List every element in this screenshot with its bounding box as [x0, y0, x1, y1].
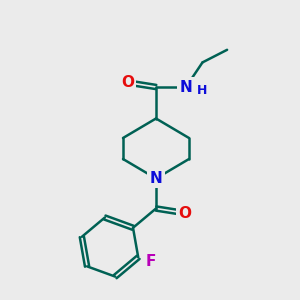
- Text: F: F: [146, 254, 156, 269]
- Text: O: O: [121, 75, 134, 90]
- Text: N: N: [150, 171, 162, 186]
- Text: N: N: [180, 80, 192, 94]
- Text: H: H: [196, 84, 207, 98]
- Text: O: O: [178, 206, 191, 220]
